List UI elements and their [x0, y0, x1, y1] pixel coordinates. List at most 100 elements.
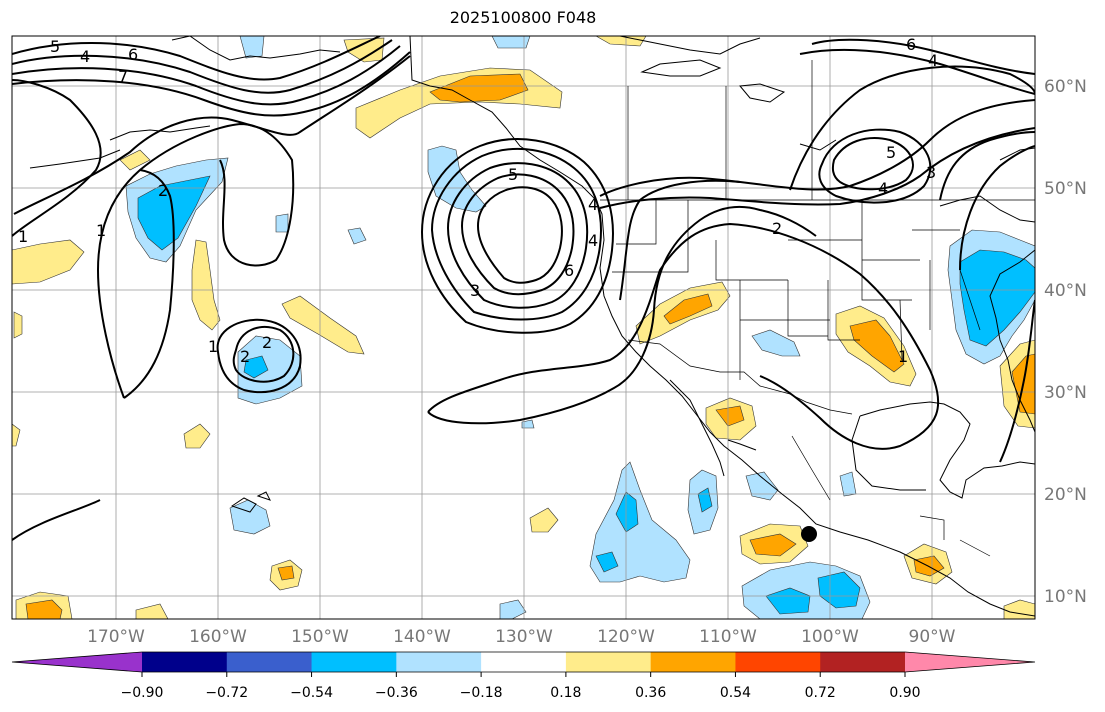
- longitude-labels: 170°W 160°W 150°W 140°W 130°W 120°W 110°…: [87, 627, 956, 647]
- lat-label: 30°N: [1044, 383, 1087, 403]
- anomaly-ne-north: [239, 36, 265, 59]
- anomaly-central-pac-strip: [191, 239, 221, 331]
- lat-label: 20°N: [1044, 485, 1087, 505]
- colorbar-tick-label: 0.90: [889, 685, 920, 701]
- colorbar-segment: [396, 652, 482, 672]
- anomaly-tropical-small: [529, 507, 559, 533]
- height-contours: [12, 36, 1035, 541]
- contour-label: 4: [588, 231, 598, 250]
- anomaly-east-pac-south: [589, 461, 691, 583]
- anomaly-new-mexico: [751, 329, 801, 357]
- colorbar-segment: [142, 652, 228, 672]
- colorbar-tick-label: 0.72: [805, 685, 836, 701]
- anomaly-baja-negative: [745, 471, 779, 501]
- lon-label: 160°W: [189, 627, 247, 647]
- colorbar-tick-label: −0.54: [290, 685, 333, 701]
- anomaly-small-east-pac: [183, 423, 211, 449]
- contour-label: 3: [926, 163, 936, 182]
- colorbar-tick-label: −0.36: [375, 685, 418, 701]
- anomaly-mexico-coast-core: [749, 533, 797, 557]
- colorbar-segment: [820, 652, 906, 672]
- lon-label: 110°W: [699, 627, 757, 647]
- colorbar-tick-label: 0.54: [720, 685, 751, 701]
- location-marker: [801, 526, 817, 542]
- contour-label: 5: [50, 37, 60, 56]
- contour-label: 5: [886, 143, 896, 162]
- anomaly-east-pac-south-core: [615, 491, 639, 533]
- colorbar-tick-label: −0.90: [121, 685, 164, 701]
- contour-label: 2: [772, 219, 782, 238]
- anomaly-small-blue-5: [521, 419, 535, 429]
- anomaly-baja-core: [715, 405, 745, 427]
- anomaly-small-blue-1: [347, 227, 367, 245]
- anomaly-west-pac-core: [137, 175, 211, 251]
- map-frame: [11, 35, 1036, 620]
- colorbar-segment: [226, 652, 313, 672]
- contour-label: 1: [208, 337, 218, 356]
- colorbar-tick-label: 0.18: [550, 685, 581, 701]
- colorbar: −0.90 −0.72 −0.54 −0.36 −0.18 0.18 0.36 0.54 0.7…: [11, 651, 1036, 701]
- contour-label: 7: [118, 67, 128, 86]
- colorbar-segment: [565, 652, 652, 672]
- anomaly-central-pac-negative: [237, 335, 303, 405]
- anomaly-south-mexico-pac-core: [765, 587, 811, 615]
- graticule: [12, 36, 1035, 619]
- colorbar-segment: [650, 652, 736, 672]
- contour-label: 4: [80, 47, 90, 66]
- anomaly-small-blue-2: [275, 213, 289, 233]
- anomaly-east-pac-south-core2: [595, 551, 619, 573]
- lon-label: 100°W: [801, 627, 859, 647]
- anomaly-small-blue-6: [243, 355, 269, 379]
- anomaly-small-tropical-south: [135, 603, 169, 619]
- contour-label: 1: [96, 221, 106, 240]
- lat-label: 50°N: [1044, 179, 1087, 199]
- anomaly-se-bottom-right: [1003, 599, 1035, 619]
- anomaly-ne-north2: [491, 36, 531, 49]
- lon-label: 90°W: [909, 627, 956, 647]
- colorbar-segment: [735, 652, 821, 672]
- anomaly-texas-core: [849, 319, 905, 373]
- colorbar-segment: [311, 652, 397, 672]
- borders: [600, 60, 1035, 557]
- contour-label: 4: [588, 195, 598, 214]
- contour-label: 1: [898, 347, 908, 366]
- positive-anomaly-fills: [12, 36, 1035, 619]
- map-title: 2025100800 F048: [449, 8, 597, 27]
- colorbar-extend-high: [905, 652, 1035, 672]
- anomaly-small-west-pac-north: [119, 149, 151, 171]
- contour-label: 2: [240, 347, 250, 366]
- anomaly-northeast-core: [959, 249, 1035, 347]
- contour-label: 6: [906, 35, 916, 54]
- lon-label: 140°W: [393, 627, 451, 647]
- lat-label: 10°N: [1044, 587, 1087, 607]
- anomaly-west-edge2: [13, 311, 23, 339]
- latitude-labels: 60°N 50°N 40°N 30°N 20°N 10°N: [1044, 77, 1087, 607]
- anomaly-gulf-alaska-core: [429, 73, 529, 103]
- anomaly-diagonal-band: [281, 295, 365, 355]
- contour-label: 4: [878, 179, 888, 198]
- lon-label: 150°W: [291, 627, 349, 647]
- colorbar-tick-label: 0.36: [635, 685, 666, 701]
- lon-label: 120°W: [597, 627, 655, 647]
- anomaly-west-edge: [12, 423, 21, 447]
- anomaly-hawaii-south-core: [277, 565, 295, 581]
- colorbar-tick-label: −0.72: [205, 685, 248, 701]
- anomaly-west-pac-positive: [12, 239, 85, 285]
- colorbar-segment: [481, 652, 567, 672]
- negative-anomaly-fills: [125, 36, 1035, 619]
- lat-label: 60°N: [1044, 77, 1087, 97]
- contour-label: 5: [508, 165, 518, 184]
- contour-label: 6: [564, 261, 574, 280]
- lat-label: 40°N: [1044, 281, 1087, 301]
- colorbar-tick-label: −0.18: [460, 685, 503, 701]
- contour-labels: 5 4 6 7 2 1 1 2 1 2 3 6 4 5 4 2 1 6 4 5 …: [18, 35, 938, 366]
- lon-label: 130°W: [495, 627, 553, 647]
- contour-label: 3: [470, 281, 480, 300]
- contour-label: 4: [928, 51, 938, 70]
- anomaly-sw-corner-core: [25, 599, 63, 619]
- contour-label: 2: [158, 181, 168, 200]
- anomaly-small-blue-3: [499, 599, 527, 619]
- colorbar-extend-low: [12, 652, 142, 672]
- contour-label: 1: [18, 227, 28, 246]
